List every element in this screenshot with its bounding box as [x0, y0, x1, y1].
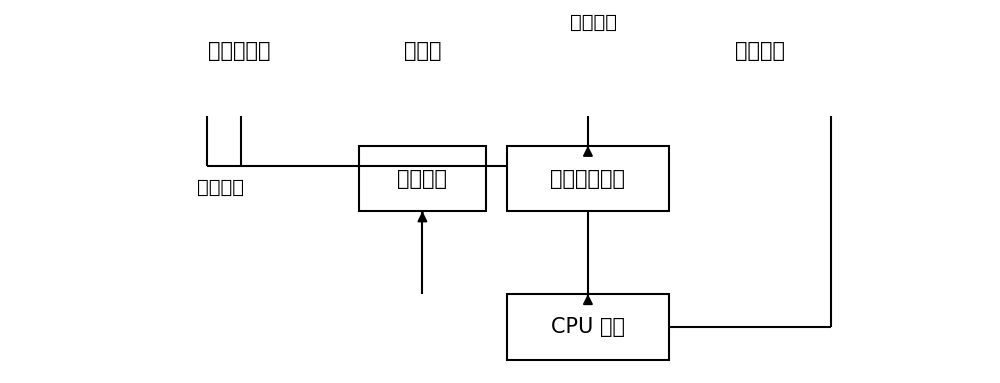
Text: 混频器: 混频器 — [404, 41, 441, 61]
Bar — [359, 146, 486, 211]
Text: 中频信号: 中频信号 — [570, 13, 617, 32]
Bar — [359, 18, 486, 84]
Text: 被测信号: 被测信号 — [197, 178, 244, 196]
Text: 预选频单元: 预选频单元 — [208, 41, 271, 61]
Bar — [507, 294, 669, 360]
Text: 功率检测单元: 功率检测单元 — [550, 169, 625, 188]
Text: 本振单元: 本振单元 — [397, 169, 447, 188]
Bar — [176, 18, 303, 84]
Bar — [507, 146, 669, 211]
Bar — [700, 18, 821, 84]
Text: CPU 单元: CPU 单元 — [551, 317, 625, 337]
Text: 计数单元: 计数单元 — [735, 41, 785, 61]
